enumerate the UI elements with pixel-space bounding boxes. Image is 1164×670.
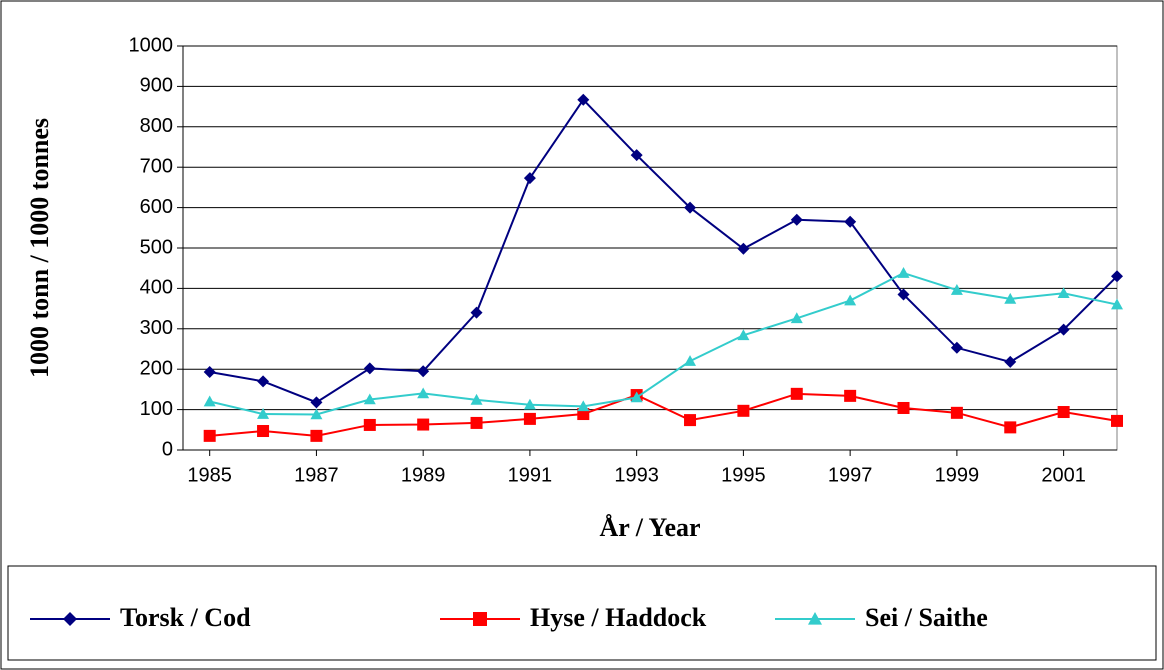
marker — [473, 612, 487, 626]
marker — [1004, 292, 1017, 304]
marker — [737, 404, 750, 417]
marker — [844, 389, 857, 402]
x-tick-label: 1997 — [828, 464, 873, 486]
marker — [630, 391, 643, 403]
legend-label: Sei / Saithe — [865, 603, 988, 632]
marker — [1004, 421, 1017, 434]
marker — [684, 355, 697, 366]
marker — [257, 425, 270, 438]
y-tick-label: 1000 — [129, 34, 174, 56]
marker — [684, 201, 697, 214]
marker — [897, 267, 910, 278]
marker — [363, 393, 376, 405]
marker — [950, 284, 963, 295]
marker — [577, 93, 590, 106]
y-tick-label: 800 — [140, 115, 173, 137]
x-tick-label: 1995 — [721, 464, 766, 486]
marker — [417, 387, 430, 399]
y-tick-label: 300 — [140, 317, 173, 339]
marker — [310, 396, 323, 409]
marker — [363, 362, 376, 375]
x-tick-label: 1993 — [614, 464, 659, 486]
x-tick-label: 1999 — [935, 464, 980, 486]
marker — [470, 393, 483, 405]
y-tick-label: 100 — [140, 398, 173, 420]
marker — [203, 429, 216, 442]
marker — [577, 400, 590, 412]
y-tick-label: 900 — [140, 75, 173, 97]
marker — [257, 408, 270, 419]
marker — [790, 312, 803, 324]
legend-label: Torsk / Cod — [120, 603, 251, 632]
marker — [417, 418, 430, 431]
marker — [523, 172, 536, 185]
y-tick-label: 400 — [140, 277, 173, 299]
marker — [310, 429, 323, 442]
marker — [790, 213, 803, 226]
marker — [897, 401, 910, 414]
marker — [897, 288, 910, 301]
marker — [203, 395, 216, 407]
legend-box — [7, 565, 1157, 661]
x-tick-label: 1991 — [508, 464, 553, 486]
marker — [417, 365, 430, 378]
y-tick-label: 600 — [140, 196, 173, 218]
marker — [808, 612, 822, 625]
marker — [257, 375, 270, 388]
marker — [844, 294, 857, 306]
series-line — [209, 98, 1118, 404]
marker — [363, 418, 376, 431]
marker — [203, 366, 216, 379]
marker — [950, 341, 963, 354]
marker — [1057, 287, 1070, 299]
marker — [63, 612, 77, 626]
x-axis-label: År / Year — [599, 513, 700, 542]
marker — [630, 149, 643, 162]
marker — [1004, 355, 1017, 368]
marker — [684, 414, 697, 427]
x-tick-label: 2001 — [1041, 464, 1086, 486]
marker — [523, 412, 536, 425]
marker — [1111, 270, 1123, 283]
y-tick-label: 500 — [140, 236, 173, 258]
marker — [844, 215, 857, 228]
marker — [737, 242, 750, 255]
marker — [1057, 406, 1070, 419]
marker — [1111, 414, 1123, 427]
legend-label: Hyse / Haddock — [530, 603, 707, 632]
marker — [737, 329, 750, 341]
series-line — [209, 392, 1118, 437]
y-tick-label: 0 — [162, 438, 173, 460]
marker — [790, 387, 803, 400]
marker — [470, 306, 483, 319]
x-tick-label: 1989 — [401, 464, 446, 486]
x-tick-label: 1985 — [187, 464, 232, 486]
marker — [1111, 298, 1123, 310]
marker — [310, 408, 323, 420]
x-tick-label: 1987 — [294, 464, 339, 486]
y-tick-label: 700 — [140, 155, 173, 177]
series-line — [209, 271, 1118, 416]
y-axis-label: 1000 tonn / 1000 tonnes — [25, 118, 54, 378]
marker — [470, 416, 483, 429]
y-tick-label: 200 — [140, 357, 173, 379]
marker — [1057, 323, 1070, 336]
marker — [523, 398, 536, 410]
marker — [950, 406, 963, 419]
